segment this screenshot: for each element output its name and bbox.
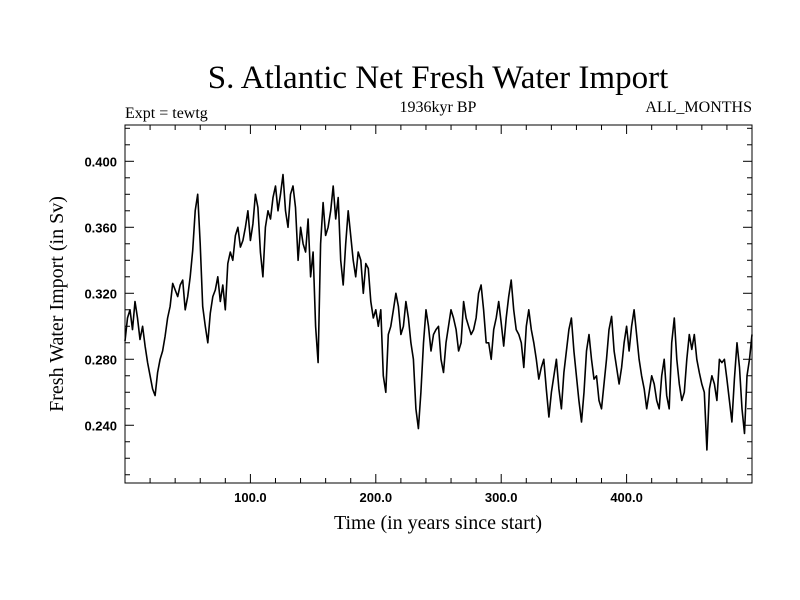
x-tick-label: 300.0 xyxy=(485,490,518,505)
months-label: ALL_MONTHS xyxy=(645,99,752,116)
y-axis-label: Fresh Water Import (in Sv) xyxy=(46,196,68,412)
time-period-label: 1936kyr BP xyxy=(400,99,477,116)
y-axis-tick-labels: 0.240 0.280 0.320 0.360 0.400 xyxy=(84,154,117,433)
y-axis-ticks xyxy=(125,127,752,476)
chart-title: S. Atlantic Net Fresh Water Import xyxy=(208,60,669,96)
x-tick-label: 400.0 xyxy=(610,490,643,505)
y-tick-label: 0.240 xyxy=(84,418,117,433)
x-axis-tick-labels: 100.0 200.0 300.0 400.0 xyxy=(234,490,643,505)
y-tick-label: 0.400 xyxy=(84,154,117,169)
x-axis-label: Time (in years since start) xyxy=(334,512,542,534)
plot-frame xyxy=(124,124,753,484)
x-tick-label: 200.0 xyxy=(360,490,393,505)
experiment-label: Expt = tewtg xyxy=(125,105,208,122)
x-tick-label: 100.0 xyxy=(234,490,267,505)
y-tick-label: 0.360 xyxy=(84,220,117,235)
x-axis-ticks xyxy=(149,125,728,483)
y-tick-label: 0.280 xyxy=(84,352,117,367)
y-tick-label: 0.320 xyxy=(84,286,117,301)
series-line xyxy=(124,173,753,451)
